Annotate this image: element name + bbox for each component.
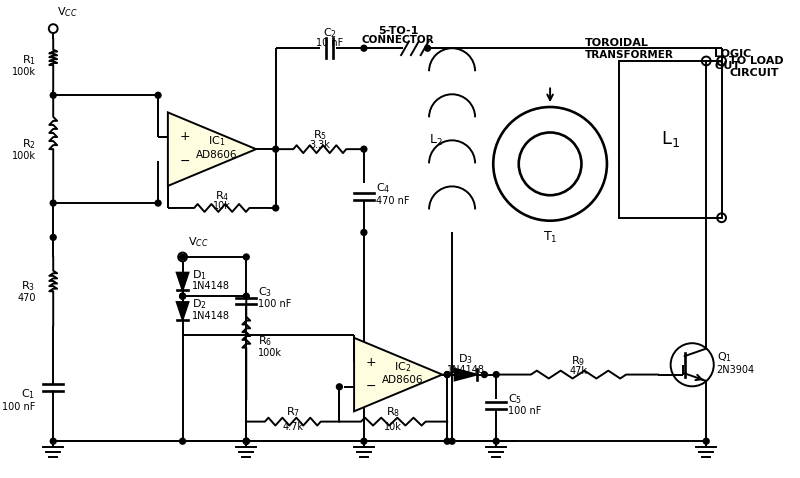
Circle shape	[444, 438, 450, 444]
Text: D$_1$: D$_1$	[192, 268, 207, 282]
Circle shape	[50, 234, 56, 240]
Text: +: +	[366, 356, 377, 369]
Text: AD8606: AD8606	[382, 375, 424, 385]
Text: 1N4148: 1N4148	[192, 282, 230, 292]
Text: C$_4$: C$_4$	[376, 182, 390, 195]
Text: L$_2$: L$_2$	[429, 133, 442, 148]
Text: 10k: 10k	[213, 201, 230, 211]
Text: LOGIC: LOGIC	[714, 49, 751, 59]
Text: AD8606: AD8606	[196, 150, 238, 160]
Text: R$_6$: R$_6$	[258, 334, 272, 348]
Text: 470: 470	[17, 293, 35, 303]
Text: V$_{CC}$: V$_{CC}$	[189, 235, 209, 249]
Text: −: −	[180, 155, 190, 168]
Text: 47k: 47k	[570, 366, 587, 376]
Text: −: −	[366, 380, 376, 393]
Circle shape	[444, 371, 450, 378]
Polygon shape	[454, 369, 477, 380]
Text: IC$_2$: IC$_2$	[394, 360, 412, 374]
Circle shape	[180, 438, 186, 444]
Text: R$_9$: R$_9$	[571, 354, 586, 368]
Circle shape	[337, 384, 342, 390]
Text: C$_3$: C$_3$	[258, 285, 272, 299]
Polygon shape	[177, 272, 189, 290]
Text: 10 nF: 10 nF	[316, 38, 343, 48]
Text: 2N3904: 2N3904	[717, 365, 755, 375]
Text: 4.7k: 4.7k	[282, 422, 303, 432]
Text: 100 nF: 100 nF	[508, 406, 542, 416]
Text: 100k: 100k	[258, 348, 282, 358]
Circle shape	[243, 438, 250, 444]
Text: 1N4148: 1N4148	[447, 365, 485, 375]
Text: TO LOAD: TO LOAD	[730, 56, 784, 66]
Circle shape	[444, 371, 450, 378]
Text: D$_2$: D$_2$	[192, 297, 207, 311]
Text: C$_2$: C$_2$	[322, 27, 337, 41]
Text: TOROIDAL: TOROIDAL	[584, 38, 648, 48]
Text: 1N4148: 1N4148	[192, 311, 230, 321]
Circle shape	[50, 92, 56, 98]
Circle shape	[361, 45, 367, 51]
Circle shape	[180, 293, 186, 299]
Text: 100k: 100k	[11, 67, 35, 77]
Text: T$_1$: T$_1$	[543, 230, 558, 245]
Text: R$_5$: R$_5$	[313, 129, 327, 142]
Text: C$_5$: C$_5$	[508, 392, 522, 406]
Text: 100 nF: 100 nF	[258, 299, 291, 309]
Text: R$_4$: R$_4$	[214, 189, 229, 203]
Text: TRANSFORMER: TRANSFORMER	[584, 50, 674, 60]
Text: L$_1$: L$_1$	[661, 130, 680, 149]
Circle shape	[243, 438, 250, 444]
Circle shape	[180, 293, 186, 299]
Polygon shape	[168, 112, 256, 186]
Circle shape	[180, 254, 186, 260]
Circle shape	[361, 146, 367, 152]
Circle shape	[449, 438, 455, 444]
Text: CONNECTOR: CONNECTOR	[362, 35, 434, 45]
Polygon shape	[177, 302, 189, 320]
Text: OUT: OUT	[714, 61, 740, 71]
Circle shape	[243, 254, 250, 260]
Circle shape	[155, 92, 161, 98]
Circle shape	[273, 205, 278, 211]
Text: R$_2$: R$_2$	[22, 137, 35, 151]
Text: Q$_1$: Q$_1$	[717, 350, 732, 364]
Text: C$_1$: C$_1$	[22, 387, 35, 401]
Circle shape	[155, 200, 161, 206]
Circle shape	[361, 229, 367, 235]
Text: CIRCUIT: CIRCUIT	[730, 68, 779, 78]
Circle shape	[425, 45, 430, 51]
Circle shape	[50, 200, 56, 206]
Text: 100k: 100k	[11, 151, 35, 161]
Circle shape	[50, 438, 56, 444]
Circle shape	[243, 293, 250, 299]
Text: 470 nF: 470 nF	[376, 196, 409, 206]
Text: 3.3k: 3.3k	[310, 140, 330, 150]
Circle shape	[703, 438, 709, 444]
Text: V$_{CC}$: V$_{CC}$	[57, 5, 78, 19]
Circle shape	[494, 371, 499, 378]
Text: R$_8$: R$_8$	[386, 405, 400, 419]
Text: +: +	[180, 130, 190, 143]
Text: 100 nF: 100 nF	[2, 402, 35, 412]
Text: IC$_1$: IC$_1$	[208, 134, 226, 148]
Polygon shape	[354, 338, 442, 411]
Circle shape	[243, 438, 250, 444]
Circle shape	[494, 438, 499, 444]
Circle shape	[482, 371, 487, 378]
Text: R$_1$: R$_1$	[22, 53, 35, 67]
Text: 5-TO-1: 5-TO-1	[378, 26, 418, 35]
Text: R$_7$: R$_7$	[286, 405, 300, 419]
Bar	[618, 61, 722, 218]
Text: 10k: 10k	[384, 422, 402, 432]
Circle shape	[273, 146, 278, 152]
Text: D$_3$: D$_3$	[458, 352, 474, 366]
Circle shape	[361, 438, 367, 444]
Text: R$_3$: R$_3$	[22, 280, 35, 293]
